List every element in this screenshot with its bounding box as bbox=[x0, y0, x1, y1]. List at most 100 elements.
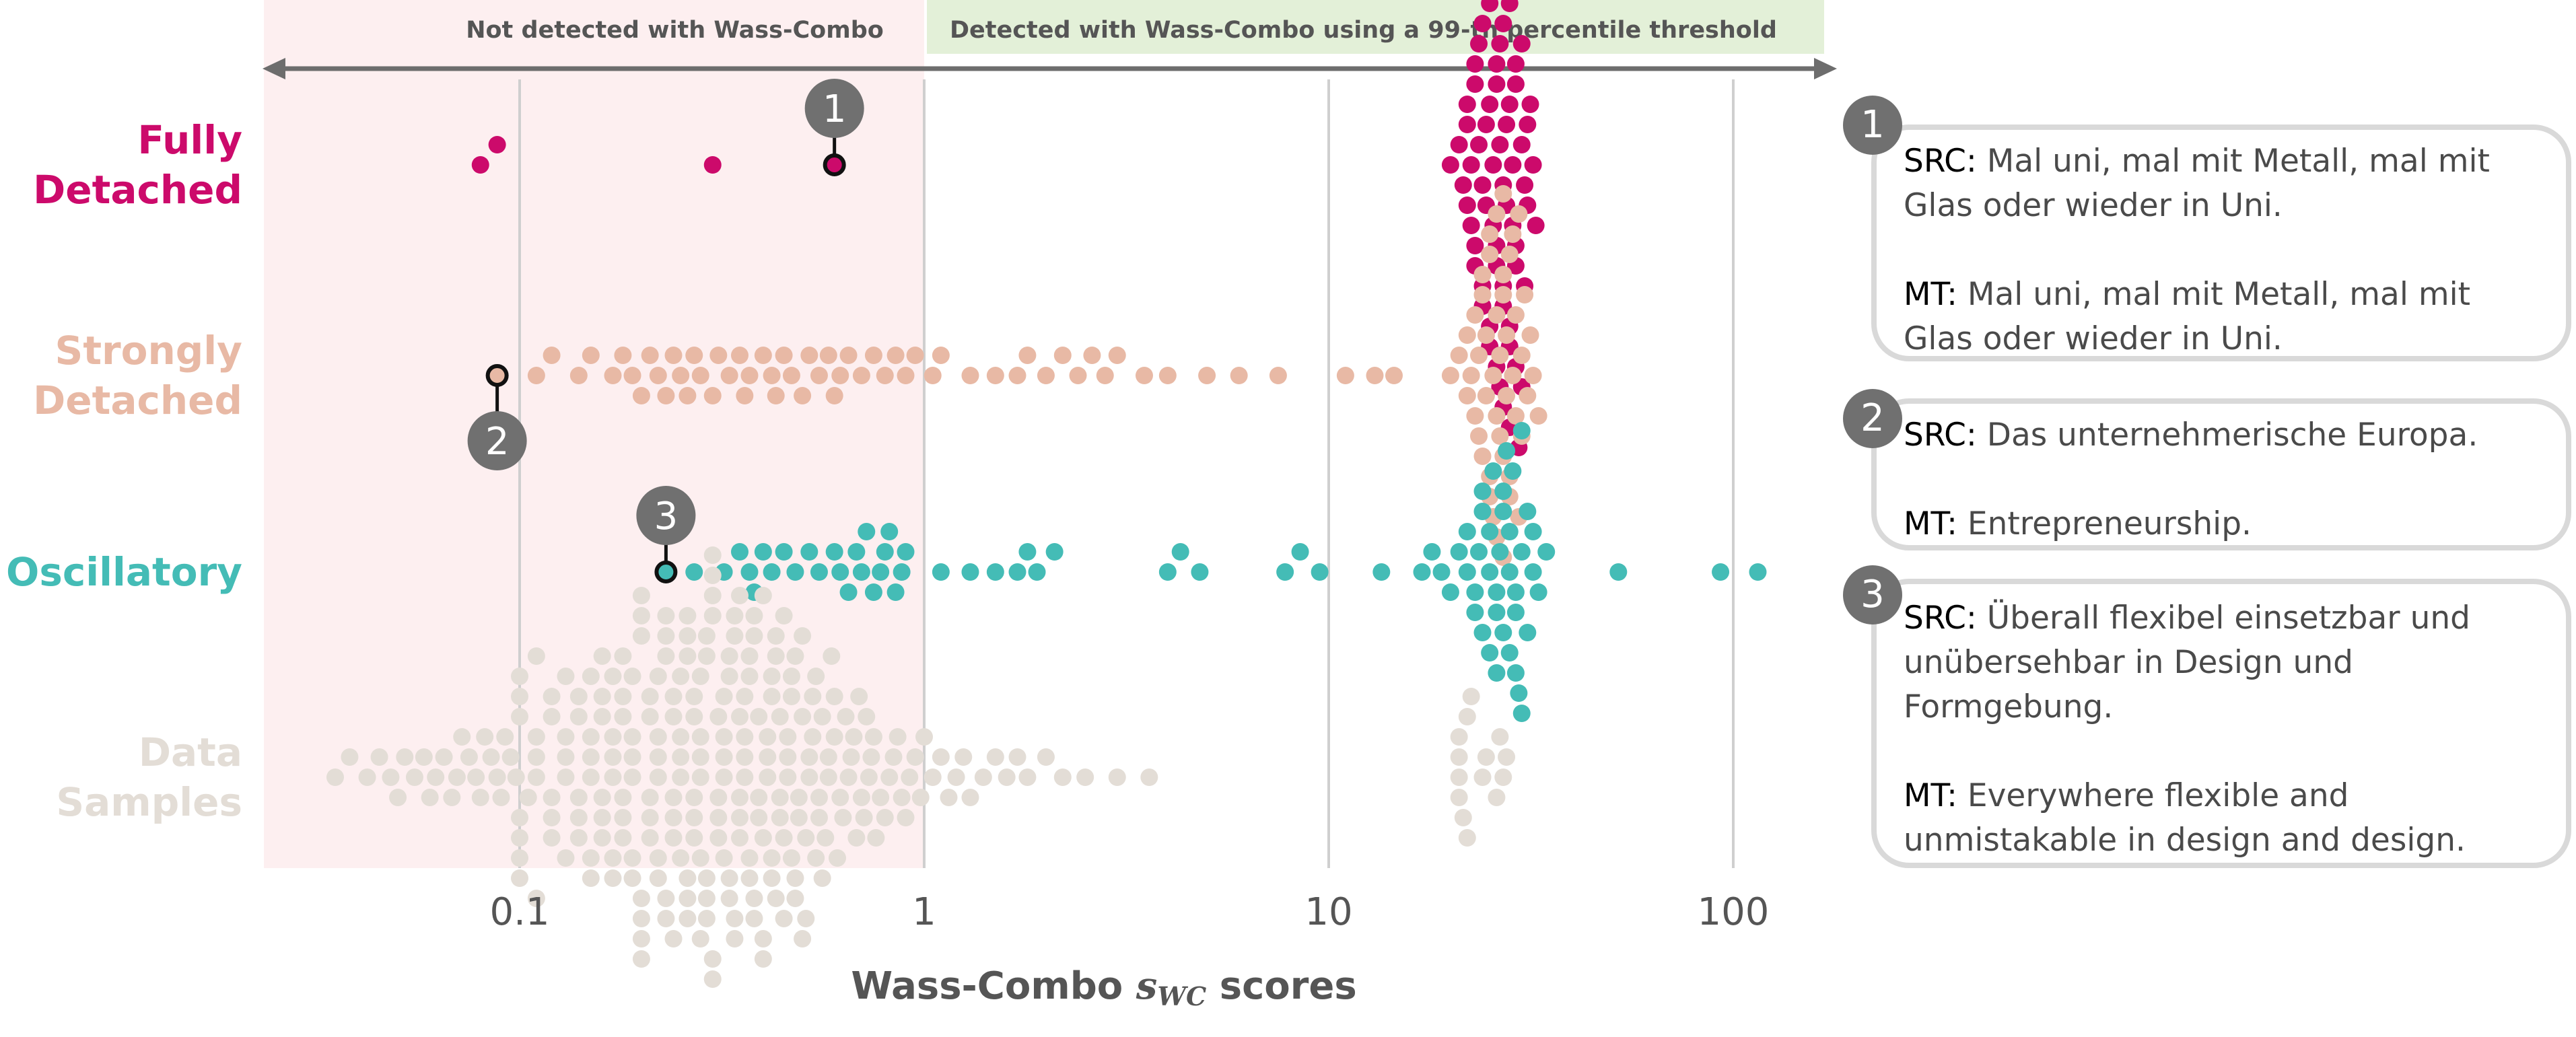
data-point bbox=[453, 728, 471, 746]
data-point bbox=[1037, 748, 1055, 766]
data-point bbox=[915, 728, 933, 746]
data-point bbox=[1450, 543, 1468, 561]
data-point bbox=[604, 668, 622, 685]
data-point bbox=[703, 607, 722, 624]
data-point bbox=[880, 523, 899, 540]
data-point bbox=[1158, 563, 1177, 581]
data-point bbox=[685, 829, 703, 847]
data-point bbox=[954, 748, 973, 766]
data-point bbox=[831, 563, 849, 581]
data-point bbox=[1512, 35, 1531, 52]
data-point bbox=[1506, 583, 1525, 601]
data-point bbox=[862, 748, 880, 766]
data-point bbox=[767, 627, 785, 645]
data-point bbox=[604, 849, 622, 867]
data-point bbox=[730, 587, 749, 604]
data-point bbox=[527, 890, 545, 907]
data-point bbox=[691, 849, 709, 867]
data-point bbox=[685, 789, 703, 806]
data-point bbox=[1500, 644, 1519, 661]
data-point bbox=[1498, 116, 1516, 133]
data-point bbox=[672, 728, 690, 746]
data-point bbox=[804, 728, 822, 746]
detected-region bbox=[927, 0, 1824, 54]
data-point bbox=[852, 563, 870, 581]
data-point bbox=[703, 587, 722, 604]
x-tick-label: 100 bbox=[1698, 890, 1770, 934]
data-point bbox=[1096, 367, 1114, 384]
data-point bbox=[736, 728, 754, 746]
data-point bbox=[1470, 136, 1488, 153]
data-point bbox=[839, 347, 858, 364]
data-point bbox=[740, 849, 759, 867]
data-point bbox=[740, 668, 759, 685]
data-point bbox=[582, 748, 600, 766]
data-point bbox=[864, 728, 882, 746]
data-point bbox=[641, 347, 659, 364]
data-point bbox=[858, 523, 876, 540]
data-point bbox=[396, 748, 414, 766]
highlight-badge bbox=[636, 486, 696, 545]
data-point bbox=[1458, 708, 1476, 725]
data-point bbox=[496, 728, 514, 746]
data-point bbox=[649, 869, 667, 887]
data-point bbox=[897, 367, 915, 384]
data-point bbox=[1524, 563, 1542, 581]
data-point bbox=[641, 789, 659, 806]
data-point bbox=[649, 668, 667, 685]
data-point bbox=[709, 347, 728, 364]
data-point bbox=[782, 668, 800, 685]
data-point bbox=[736, 387, 754, 404]
data-point bbox=[678, 607, 697, 624]
data-point bbox=[527, 367, 545, 384]
series-label: Strongly Detached bbox=[33, 328, 242, 423]
data-point bbox=[825, 387, 843, 404]
callout-badge-2: 2 bbox=[1843, 389, 1902, 448]
data-point bbox=[614, 688, 632, 705]
data-point bbox=[1477, 748, 1495, 766]
data-point bbox=[604, 728, 622, 746]
data-point bbox=[448, 768, 466, 786]
callout-src-label: SRC: bbox=[1904, 143, 1977, 180]
data-point bbox=[1462, 367, 1480, 384]
data-point bbox=[641, 829, 659, 847]
data-point bbox=[940, 789, 958, 806]
highlight-badge-label: 2 bbox=[485, 420, 510, 464]
data-point bbox=[1450, 748, 1468, 766]
data-point bbox=[405, 768, 423, 786]
data-point bbox=[593, 647, 611, 665]
data-point bbox=[1481, 523, 1499, 540]
data-point bbox=[767, 387, 785, 404]
data-point bbox=[825, 688, 843, 705]
data-point bbox=[1466, 583, 1484, 601]
data-point bbox=[632, 930, 650, 947]
data-point bbox=[889, 728, 907, 746]
data-point bbox=[1521, 326, 1539, 344]
data-point bbox=[1385, 367, 1403, 384]
data-point bbox=[1491, 543, 1509, 561]
data-point bbox=[1512, 543, 1531, 561]
x-axis-label-name: Wass-Combo bbox=[851, 964, 1123, 1008]
data-point bbox=[672, 367, 690, 384]
highlight-markers: 1 2 3 bbox=[467, 79, 864, 583]
data-point bbox=[1506, 306, 1525, 324]
data-point bbox=[794, 627, 812, 645]
data-point bbox=[657, 607, 675, 624]
data-point bbox=[1466, 55, 1484, 73]
data-point bbox=[1494, 15, 1512, 32]
arrow-head-left bbox=[263, 58, 285, 79]
data-point bbox=[1018, 347, 1037, 364]
data-point bbox=[685, 708, 703, 725]
data-point bbox=[1311, 563, 1329, 581]
data-point bbox=[557, 728, 575, 746]
x-axis-label-suffix: scores bbox=[1220, 964, 1357, 1008]
data-point bbox=[767, 647, 785, 665]
data-point bbox=[664, 930, 683, 947]
data-point bbox=[703, 546, 722, 564]
data-point bbox=[1441, 367, 1459, 384]
data-point bbox=[1491, 427, 1509, 445]
data-point bbox=[872, 563, 890, 581]
data-point bbox=[507, 768, 525, 786]
data-point bbox=[1494, 266, 1512, 283]
data-point bbox=[880, 768, 899, 786]
